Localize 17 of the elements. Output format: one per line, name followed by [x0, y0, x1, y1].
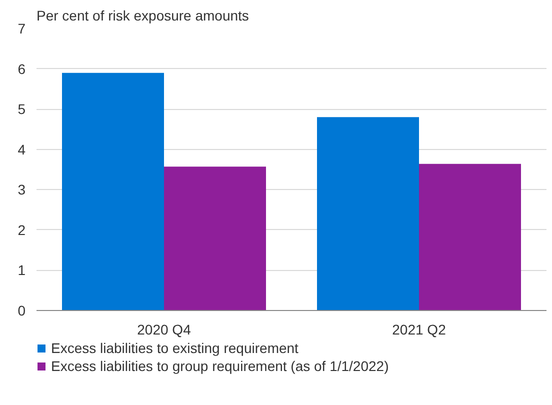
bar [317, 117, 419, 310]
bar [164, 166, 266, 310]
x-tick-label: 2020 Q4 [137, 322, 192, 338]
x-tick-label: 2021 Q2 [392, 322, 446, 338]
y-tick-label: 2 [18, 222, 26, 238]
bar [62, 72, 164, 310]
y-tick-label: 7 [18, 20, 26, 36]
legend-label: Excess liabilities to existing requirement [51, 340, 298, 356]
y-axis-title: Per cent of risk exposure amounts [36, 8, 249, 24]
y-tick-label: 5 [18, 101, 26, 118]
bar [419, 164, 521, 310]
y-tick-label: 6 [18, 60, 26, 77]
y-tick-label: 3 [18, 182, 26, 198]
legend-label: Excess liabilities to group requirement (as of 1/1/2022) [51, 358, 389, 374]
y-tick-label: 4 [18, 141, 26, 158]
y-tick-label: 1 [18, 262, 26, 278]
y-tick-label: 0 [18, 302, 26, 318]
